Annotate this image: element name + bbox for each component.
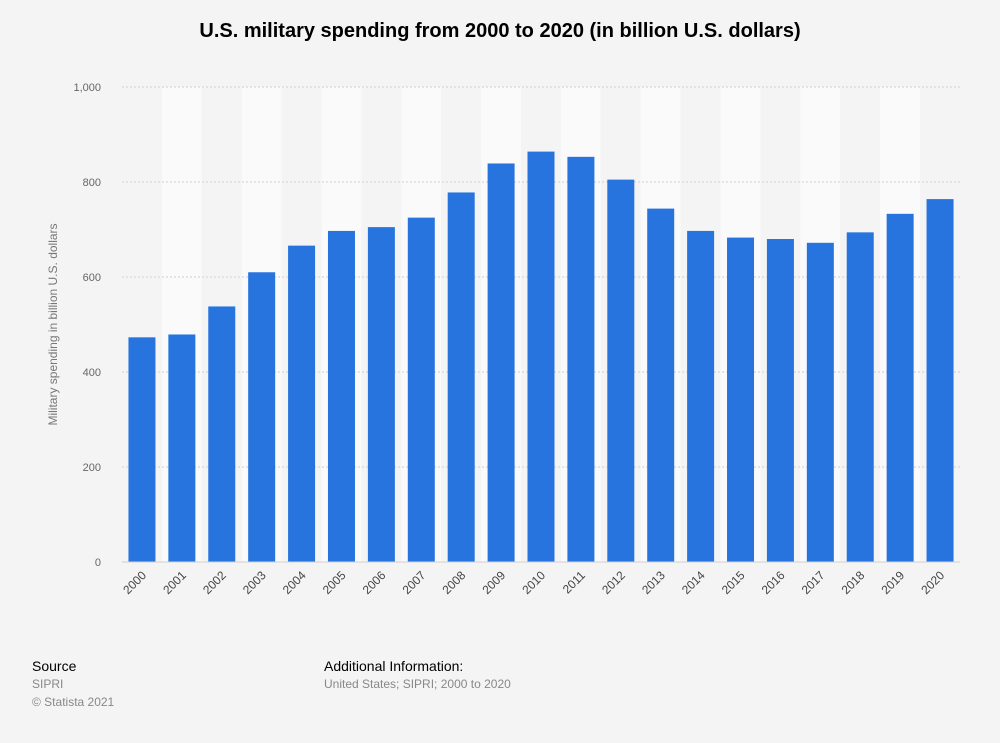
x-tick-label: 2008 <box>440 568 469 597</box>
bar-2019 <box>886 213 914 562</box>
y-tick-label: 600 <box>83 272 101 284</box>
x-tick-label: 2015 <box>719 568 748 597</box>
x-tick-label: 2006 <box>360 568 389 597</box>
bar-2011 <box>567 156 595 562</box>
bar-2012 <box>607 179 635 562</box>
bar-2016 <box>766 239 794 562</box>
additional-info-heading: Additional Information: <box>324 658 464 674</box>
y-tick-label: 800 <box>83 177 101 189</box>
x-tick-label: 2005 <box>320 568 349 597</box>
bar-2008 <box>447 192 475 562</box>
bar-2013 <box>647 208 675 562</box>
y-tick-label: 200 <box>83 462 101 474</box>
bar-2003 <box>248 272 276 562</box>
x-tick-label: 2002 <box>200 568 229 597</box>
x-tick-label: 2014 <box>679 568 708 597</box>
bar-2014 <box>687 230 715 563</box>
bar-2018 <box>846 232 874 562</box>
source-heading: Source <box>32 658 77 674</box>
additional-info-text: United States; SIPRI; 2000 to 2020 <box>324 677 511 691</box>
bar-2015 <box>727 237 755 562</box>
source-block: Source SIPRI © Statista 2021 <box>32 657 114 711</box>
x-tick-label: 2010 <box>519 568 548 597</box>
bar-2000 <box>128 337 156 562</box>
x-tick-label: 2013 <box>639 568 668 597</box>
bar-2017 <box>806 242 834 563</box>
bar-2001 <box>168 334 196 562</box>
x-tick-label: 2000 <box>120 568 149 597</box>
bar-2020 <box>926 199 954 562</box>
bar-2009 <box>487 163 515 562</box>
y-tick-label: 400 <box>83 367 101 379</box>
bar-2002 <box>208 306 236 562</box>
bar-2007 <box>407 217 435 562</box>
x-tick-label: 2001 <box>160 568 189 597</box>
x-tick-label: 2004 <box>280 568 309 597</box>
x-tick-label: 2007 <box>400 568 429 597</box>
bar-2004 <box>288 245 316 562</box>
x-tick-label: 2017 <box>799 568 828 597</box>
additional-info-block: Additional Information: United States; S… <box>324 657 511 693</box>
bar-2005 <box>327 230 355 563</box>
y-axis-label: Military spending in billion U.S. dollar… <box>46 223 60 425</box>
x-tick-label: 2016 <box>759 568 788 597</box>
x-tick-label: 2019 <box>878 568 907 597</box>
x-tick-label: 2011 <box>560 568 588 596</box>
x-tick-label: 2003 <box>240 568 269 597</box>
y-tick-label: 0 <box>95 557 101 569</box>
copyright: © Statista 2021 <box>32 695 115 709</box>
x-tick-label: 2018 <box>839 568 868 597</box>
bar-2010 <box>527 151 555 562</box>
y-tick-label: 1,000 <box>73 82 101 94</box>
chart-title: U.S. military spending from 2000 to 2020… <box>199 20 801 42</box>
bar-2006 <box>367 227 395 562</box>
x-tick-label: 2020 <box>918 568 947 597</box>
x-tick-label: 2012 <box>599 568 628 597</box>
x-tick-label: 2009 <box>479 568 508 597</box>
source-name: SIPRI <box>32 677 64 691</box>
